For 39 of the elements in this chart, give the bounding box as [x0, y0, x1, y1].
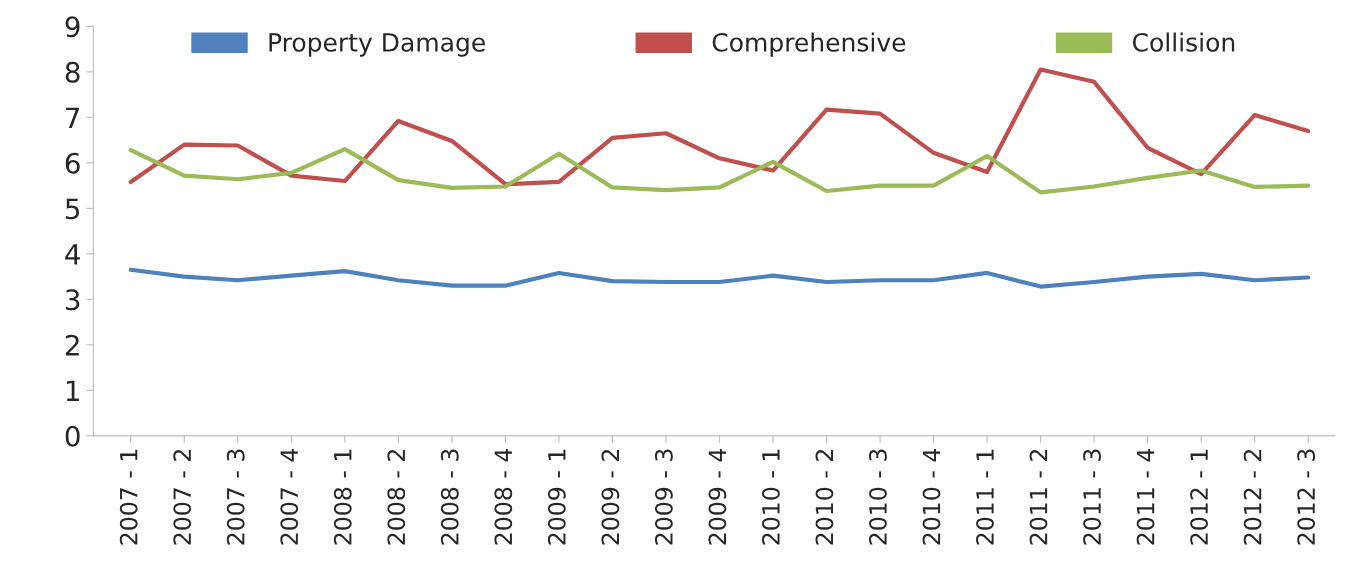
- x-tick-label: 2009 - 4: [708, 448, 727, 545]
- y-tick-label: 3: [65, 289, 80, 311]
- legend-label: Collision: [1132, 32, 1235, 52]
- legend-label: Property Damage: [269, 33, 485, 57]
- x-tick-label: 2008 - 3: [440, 449, 459, 545]
- x-tick-label: 2010 - 3: [869, 449, 887, 545]
- x-tick-label: 2012 - 3: [1297, 449, 1316, 545]
- line-series: [128, 67, 1311, 187]
- line-series: [128, 267, 1311, 289]
- x-tick-label: 2011 - 2: [1029, 449, 1048, 545]
- x-tick-label: 2008 - 1: [333, 449, 352, 545]
- y-tick-label: 9: [65, 16, 80, 38]
- y-tick-label: 1: [66, 380, 79, 401]
- x-tick-label: 2007 - 1: [119, 449, 138, 545]
- x-tick-label: 2007 - 2: [173, 449, 192, 545]
- x-tick-label: 2010 - 1: [761, 449, 780, 545]
- y-tick-label: 2: [65, 334, 79, 356]
- x-tick-label: 2007 - 3: [226, 449, 245, 545]
- x-tick-label: 2009 - 2: [601, 449, 620, 545]
- line-series: [128, 147, 1311, 195]
- legend-label: Comprehensive: [712, 32, 906, 57]
- x-tick-label: 2010 - 2: [815, 449, 834, 545]
- x-tick-label: 2008 - 2: [387, 449, 406, 545]
- x-tick-label: 2011 - 1: [976, 449, 994, 545]
- x-tick-label: 2009 - 3: [654, 449, 673, 545]
- x-tick-label: 2011 - 3: [1083, 449, 1101, 545]
- y-tick-label: 4: [65, 244, 80, 265]
- x-tick-label: 2009 - 1: [547, 449, 566, 545]
- y-tick-label: 6: [65, 152, 80, 174]
- y-tick-label: 8: [65, 61, 80, 83]
- x-tick-label: 2007 - 4: [280, 448, 299, 545]
- y-tick-label: 0: [65, 425, 80, 447]
- y-tick-label: 5: [65, 198, 80, 220]
- x-tick-label: 2012 - 1: [1190, 449, 1209, 545]
- y-tick-label: 7: [66, 107, 80, 128]
- x-tick-label: 2012 - 2: [1243, 449, 1262, 545]
- x-tick-label: 2008 - 4: [494, 448, 513, 545]
- x-tick-label: 2010 - 4: [922, 448, 941, 545]
- x-tick-label: 2011 - 4: [1136, 448, 1155, 545]
